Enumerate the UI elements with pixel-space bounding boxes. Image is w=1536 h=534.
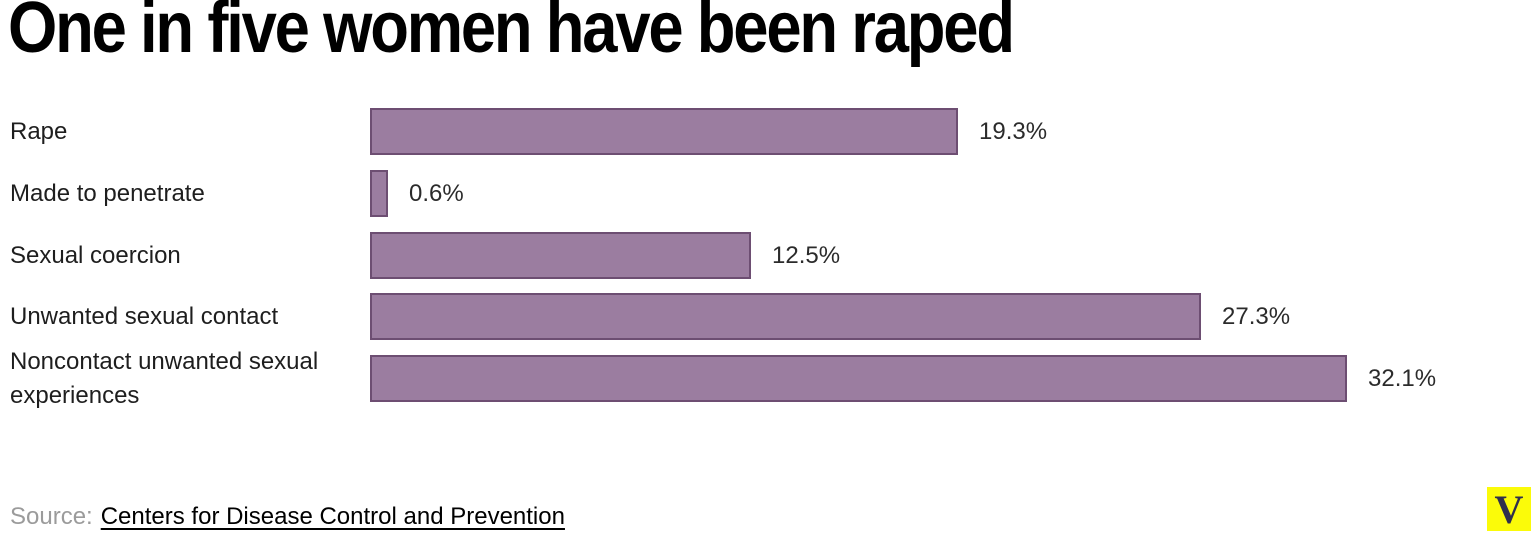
bar-category-label: Made to penetrate bbox=[10, 179, 205, 207]
bar-value-label: 19.3% bbox=[979, 117, 1048, 145]
bar-category-label: Unwanted sexual contact bbox=[10, 302, 279, 330]
bar-value-label: 27.3% bbox=[1222, 302, 1291, 330]
bar-value-label: 0.6% bbox=[409, 179, 464, 207]
bar-category-label: Noncontact unwanted sexual experiences bbox=[10, 347, 319, 409]
bar-value-label: 12.5% bbox=[772, 241, 841, 269]
bar-category-label: Sexual coercion bbox=[10, 241, 181, 269]
source-line: Source: Centers for Disease Control and P… bbox=[10, 503, 565, 531]
bar bbox=[370, 232, 751, 279]
vox-logo-letter: V bbox=[1494, 487, 1524, 532]
chart-title: One in five women have been raped bbox=[8, 0, 1015, 68]
bar-value-label: 32.1% bbox=[1368, 364, 1437, 392]
source-prefix-label: Source: bbox=[10, 503, 93, 530]
bar bbox=[370, 108, 958, 155]
source-link[interactable]: Centers for Disease Control and Preventi… bbox=[100, 503, 565, 530]
bar bbox=[370, 355, 1347, 402]
bar-category-label: Rape bbox=[10, 117, 68, 145]
vox-logo[interactable]: V bbox=[1487, 487, 1531, 531]
bar bbox=[370, 170, 388, 217]
bar bbox=[370, 293, 1201, 340]
